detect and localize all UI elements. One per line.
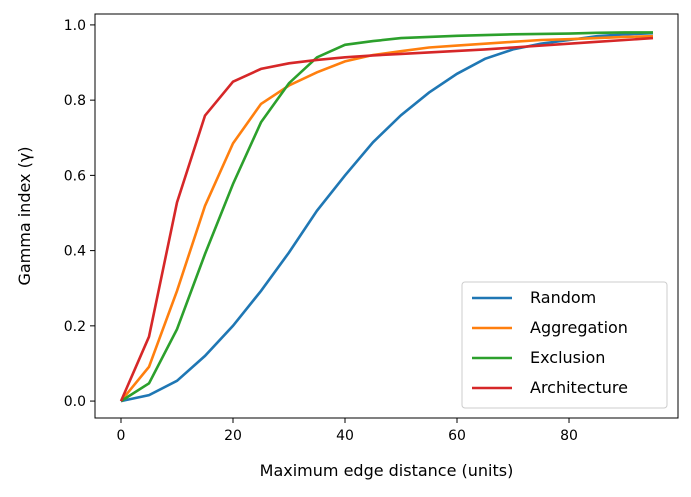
legend: Random Aggregation Exclusion Architecture	[461, 281, 668, 409]
x-tick-label: 0	[117, 428, 126, 444]
series-line-architecture	[119, 36, 654, 402]
y-axis-label: Gamma index (γ)	[15, 146, 34, 285]
x-tick-label: 20	[224, 428, 242, 444]
x-tick-label: 80	[560, 428, 578, 444]
legend-box	[461, 281, 668, 409]
x-tick-label: 60	[448, 428, 466, 444]
y-tick-label: 0.6	[64, 168, 86, 184]
y-tick-label: 0.2	[64, 319, 86, 335]
x-tick-label: 40	[336, 428, 354, 444]
legend-label: Aggregation	[530, 318, 628, 337]
y-tick-label: 0.8	[64, 93, 86, 109]
y-tick-label: 1.0	[64, 18, 86, 34]
plot-frame	[94, 13, 679, 419]
legend-label: Exclusion	[530, 348, 605, 367]
series-line-exclusion	[120, 31, 653, 403]
x-axis-label: Maximum edge distance (units)	[260, 461, 514, 480]
y-tick-label: 0.4	[64, 244, 86, 260]
legend-label: Architecture	[530, 378, 628, 397]
legend-label: Random	[530, 288, 596, 307]
series-line-aggregation	[119, 34, 654, 402]
y-tick-label: 0.0	[64, 394, 86, 410]
